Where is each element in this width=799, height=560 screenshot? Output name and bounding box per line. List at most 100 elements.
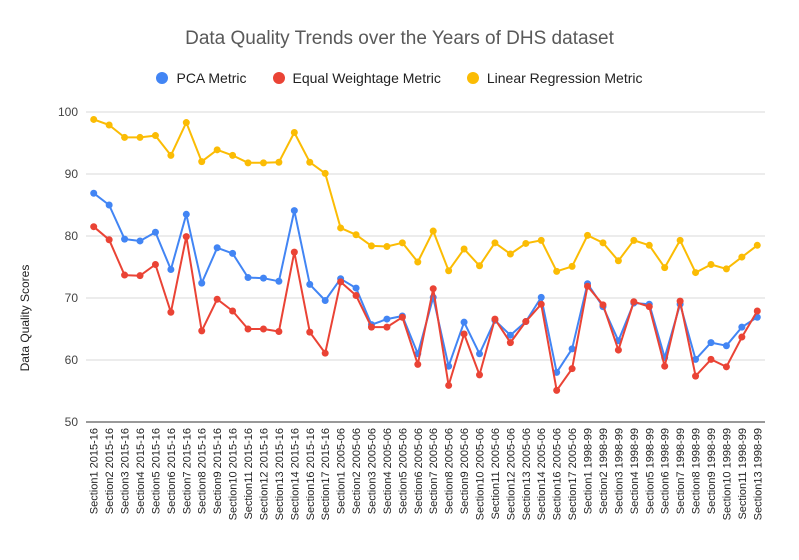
data-point	[692, 355, 700, 363]
data-point	[445, 267, 453, 275]
data-point	[645, 303, 653, 311]
data-point	[738, 333, 746, 341]
x-tick-label: Section14 2005-06	[536, 428, 548, 520]
data-point	[383, 243, 391, 251]
data-point	[661, 264, 669, 272]
data-point	[275, 327, 283, 335]
x-tick-label: Section1 1998-99	[583, 428, 595, 514]
data-point	[151, 132, 159, 140]
y-tick-label: 70	[65, 291, 79, 305]
x-tick-label: Section12 2015-16	[258, 428, 270, 520]
data-point	[722, 363, 730, 371]
y-tick-label: 50	[65, 415, 79, 429]
x-tick-label: Section7 1998-99	[675, 428, 687, 514]
data-point	[105, 236, 113, 244]
x-tick-label: Section6 2005-06	[413, 428, 425, 514]
data-point	[259, 325, 267, 333]
data-point	[661, 362, 669, 370]
x-tick-label: Section13 2005-06	[521, 428, 533, 520]
data-point	[568, 365, 576, 373]
data-point	[429, 227, 437, 235]
x-tick-label: Section5 2005-06	[397, 428, 409, 514]
data-point	[414, 360, 422, 368]
x-tick-label: Section7 2015-16	[181, 428, 193, 514]
legend-item-pca: PCA Metric	[156, 70, 247, 86]
data-point	[568, 262, 576, 270]
data-point	[244, 159, 252, 167]
data-point	[182, 233, 190, 241]
x-tick-label: Section11 2005-06	[490, 428, 502, 520]
data-point	[167, 308, 175, 316]
data-point	[90, 115, 98, 123]
data-point	[491, 239, 499, 247]
data-point	[506, 250, 514, 258]
data-point	[553, 386, 561, 394]
data-point	[738, 253, 746, 261]
data-point	[522, 239, 530, 247]
x-tick-label: Section10 1998-99	[721, 428, 733, 520]
data-point	[537, 300, 545, 308]
x-tick-label: Section4 2015-16	[135, 428, 147, 514]
data-point	[198, 327, 206, 335]
data-point	[568, 345, 576, 353]
data-point	[445, 362, 453, 370]
data-point	[229, 249, 237, 257]
data-point	[136, 272, 144, 280]
data-point	[476, 371, 484, 379]
x-tick-label: Section1 2005-06	[336, 428, 348, 514]
data-point	[198, 158, 206, 166]
data-point	[522, 318, 530, 326]
data-point	[167, 151, 175, 159]
data-point	[321, 169, 329, 177]
data-point	[182, 119, 190, 127]
data-point	[321, 296, 329, 304]
x-tick-label: Section17 2015-16	[320, 428, 332, 520]
data-point	[136, 133, 144, 141]
data-point	[367, 323, 375, 331]
x-tick-label: Section13 2015-16	[274, 428, 286, 520]
data-point	[151, 228, 159, 236]
y-tick-label: 80	[65, 229, 79, 243]
data-point	[306, 158, 314, 166]
legend-label-linear-regression: Linear Regression Metric	[486, 70, 643, 86]
data-point	[537, 236, 545, 244]
x-tick-label: Section16 2015-16	[305, 428, 317, 520]
data-point	[398, 239, 406, 247]
data-point	[383, 315, 391, 323]
y-tick-label: 90	[65, 167, 79, 181]
data-point	[476, 262, 484, 270]
data-point	[151, 261, 159, 269]
series-line-1	[93, 225, 759, 392]
x-tick-label: Section14 2015-16	[289, 428, 301, 520]
x-tick-label: Section16 2005-06	[552, 428, 564, 520]
data-point	[229, 307, 237, 315]
data-point	[306, 280, 314, 288]
data-point	[553, 368, 561, 376]
data-point	[352, 284, 360, 292]
data-point	[630, 298, 638, 306]
data-point	[676, 297, 684, 305]
x-tick-label: Section4 2005-06	[382, 428, 394, 514]
legend-marker-pca	[156, 72, 169, 84]
legend-label-equal-weightage: Equal Weightage Metric	[292, 70, 441, 86]
data-point	[105, 121, 113, 129]
data-point	[506, 339, 514, 347]
data-point	[722, 342, 730, 350]
data-point	[213, 295, 221, 303]
data-point	[337, 278, 345, 286]
x-tick-label: Section8 2015-16	[197, 428, 209, 514]
data-point	[753, 241, 761, 249]
data-point	[121, 235, 129, 243]
x-tick-label: Section9 1998-99	[706, 428, 718, 514]
data-point	[553, 267, 561, 275]
data-point	[259, 159, 267, 167]
data-point	[275, 277, 283, 285]
data-point	[753, 307, 761, 315]
data-point	[722, 265, 730, 273]
legend-label-pca: PCA Metric	[176, 70, 247, 86]
x-tick-label: Section4 1998-99	[629, 428, 641, 514]
data-point	[707, 355, 715, 363]
data-point	[367, 242, 375, 250]
